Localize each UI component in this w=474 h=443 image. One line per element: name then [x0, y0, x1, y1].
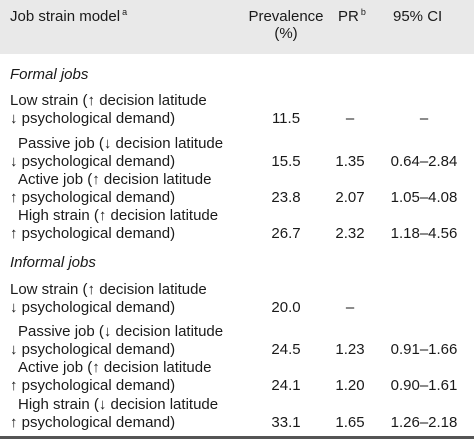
table-header: Job strain model a Prevalence (%) PR b 95% … [0, 0, 474, 54]
row-label: High strain (↑ decision latitude ↑ psycho… [10, 207, 219, 242]
row-label: Passive job (↓ decision latitude ↓ psycho… [10, 135, 224, 170]
row-pr: 2.32 [335, 225, 365, 242]
row-ci: 1.18–4.56 [390, 225, 458, 242]
row-prevalence: 33.1 [271, 414, 301, 431]
header-model-footnote: a [122, 7, 128, 17]
header-prevalence: Prevalence (%) [248, 8, 324, 42]
row-label: Active job (↑ decision latitude ↑ psychol… [10, 171, 212, 206]
row-ci: 1.26–2.18 [390, 414, 458, 431]
row-prevalence: 20.0 [271, 299, 301, 316]
row-pr: 1.23 [335, 341, 365, 358]
table-row: Active job (↑ decision latitude ↑ psychol… [0, 171, 474, 207]
table-row: High strain (↓ decision latitude ↑ psycho… [0, 396, 474, 432]
row-pr: 1.65 [335, 414, 365, 431]
row-label: Low strain (↑ decision latitude ↓ psychol… [10, 281, 207, 316]
row-prevalence: 26.7 [271, 225, 301, 242]
table-row: Passive job (↓ decision latitude ↓ psycho… [0, 323, 474, 359]
header-pr-footnote: b [360, 7, 366, 17]
row-ci: 0.91–1.66 [390, 341, 458, 358]
row-pr: – [345, 110, 355, 127]
row-label: Passive job (↓ decision latitude ↓ psycho… [10, 323, 224, 358]
row-label: Low strain (↑ decision latitude ↓ psychol… [10, 92, 207, 127]
row-pr: 1.35 [335, 153, 365, 170]
section-title-informal: Informal jobs [10, 254, 96, 271]
section-title-formal: Formal jobs [10, 66, 89, 83]
row-pr: 2.07 [335, 189, 365, 206]
row-ci: 0.90–1.61 [390, 377, 458, 394]
row-prevalence: 24.1 [271, 377, 301, 394]
row-pr: – [345, 299, 355, 316]
row-pr: 1.20 [335, 377, 365, 394]
row-prevalence: 23.8 [271, 189, 301, 206]
row-ci: 0.64–2.84 [390, 153, 458, 170]
row-ci: 1.05–4.08 [390, 189, 458, 206]
table-bottom-rule [0, 436, 474, 439]
header-ci: 95% CI [393, 8, 443, 25]
row-label: High strain (↓ decision latitude ↑ psycho… [10, 396, 219, 431]
table-row: Passive job (↓ decision latitude ↓ psycho… [0, 135, 474, 171]
row-prevalence: 24.5 [271, 341, 301, 358]
row-prevalence: 15.5 [271, 153, 301, 170]
table-row: Active job (↑ decision latitude ↑ psychol… [0, 359, 474, 395]
row-ci: – [419, 110, 429, 127]
header-model: Job strain model a [10, 7, 128, 26]
row-prevalence: 11.5 [271, 110, 301, 127]
table-row: Low strain (↑ decision latitude ↓ psychol… [0, 281, 474, 317]
table-row: Low strain (↑ decision latitude ↓ psychol… [0, 92, 474, 128]
row-label: Active job (↑ decision latitude ↑ psychol… [10, 359, 212, 394]
table-row: High strain (↑ decision latitude ↑ psycho… [0, 207, 474, 243]
header-pr: PR b [338, 7, 366, 26]
